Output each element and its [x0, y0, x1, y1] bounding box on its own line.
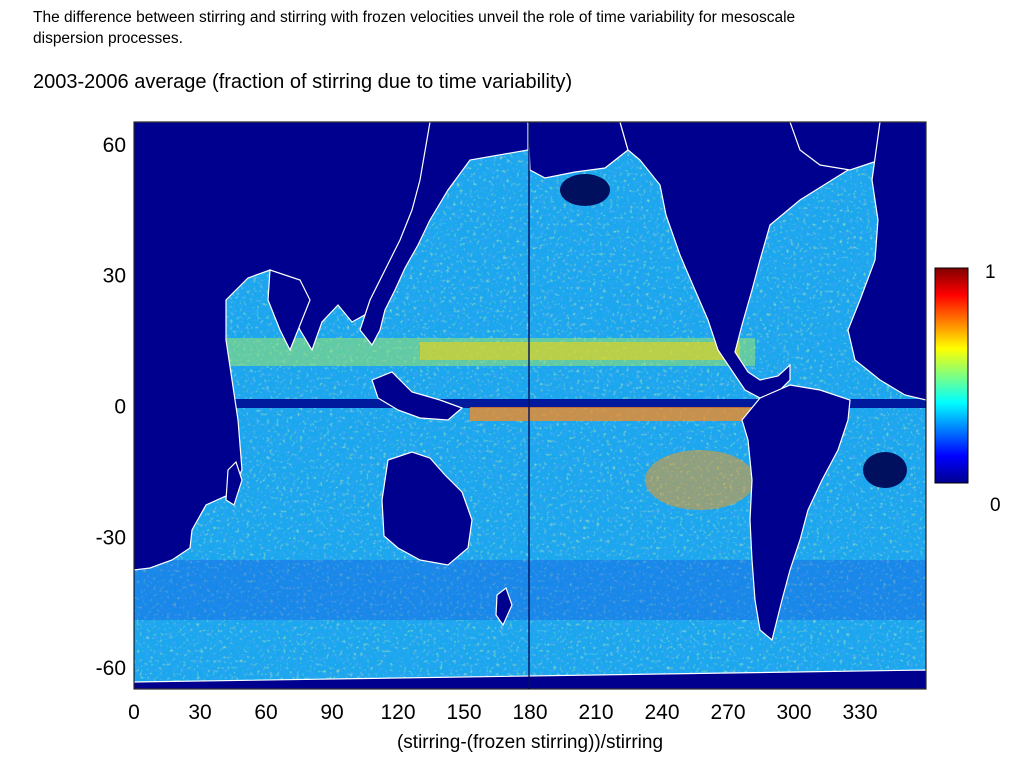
- land-masses: [133, 121, 928, 690]
- southern-ocean-band: [134, 560, 926, 620]
- south-america-land: [741, 384, 851, 642]
- x-tick-label: 120: [380, 701, 415, 724]
- chart-subtitle: 2003-2006 average (fraction of stirring …: [33, 71, 573, 93]
- north-equatorial-band-core: [420, 342, 740, 360]
- x-tick-label: 270: [710, 701, 745, 724]
- south-atlantic-low-patch: [863, 452, 907, 488]
- x-tick-label: 60: [254, 701, 277, 724]
- south-pacific-maximum: [645, 450, 755, 510]
- x-axis-label: (stirring-(frozen stirring))/stirring: [396, 732, 664, 753]
- australia-land: [381, 451, 473, 566]
- colorbar-min-label: 0: [990, 495, 1001, 516]
- x-tick-label: 180: [512, 701, 547, 724]
- x-tick-label: 90: [320, 701, 343, 724]
- x-tick-label: 30: [188, 701, 211, 724]
- east-asia-land: [359, 121, 529, 347]
- bering-low-patch: [560, 174, 610, 206]
- x-tick-label: 240: [644, 701, 679, 724]
- slide-caption: The difference between stirring and stir…: [33, 9, 796, 47]
- north-america-land: [619, 121, 927, 399]
- x-tick-label: 300: [776, 701, 811, 724]
- y-tick-label: 60: [103, 134, 126, 157]
- y-axis-ticks: 60 30 0 -30 -60: [96, 134, 126, 680]
- x-tick-label: 210: [578, 701, 613, 724]
- x-axis-ticks: 0 30 60 90 120 150 180 210 240 270 300 330: [128, 701, 877, 724]
- y-tick-label: 30: [103, 265, 126, 288]
- map-plot-area: [133, 121, 928, 690]
- colorbar-max-label: 1: [985, 262, 996, 283]
- y-tick-label: -30: [96, 526, 126, 549]
- x-tick-label: 150: [446, 701, 481, 724]
- new-zealand-land: [495, 587, 513, 627]
- x-tick-label: 330: [842, 701, 877, 724]
- india-land: [267, 269, 311, 352]
- y-tick-label: 0: [114, 396, 126, 419]
- equatorial-low-band: [134, 399, 926, 408]
- indonesia-land: [371, 371, 464, 421]
- x-tick-label: 0: [128, 701, 140, 724]
- plot-frame: [133, 121, 927, 690]
- colorbar-gradient: [934, 267, 969, 484]
- colorbar: 1 0: [934, 262, 1001, 516]
- south-equatorial-band: [470, 407, 755, 421]
- y-tick-label: -60: [96, 657, 126, 680]
- madagascar-land: [225, 460, 243, 506]
